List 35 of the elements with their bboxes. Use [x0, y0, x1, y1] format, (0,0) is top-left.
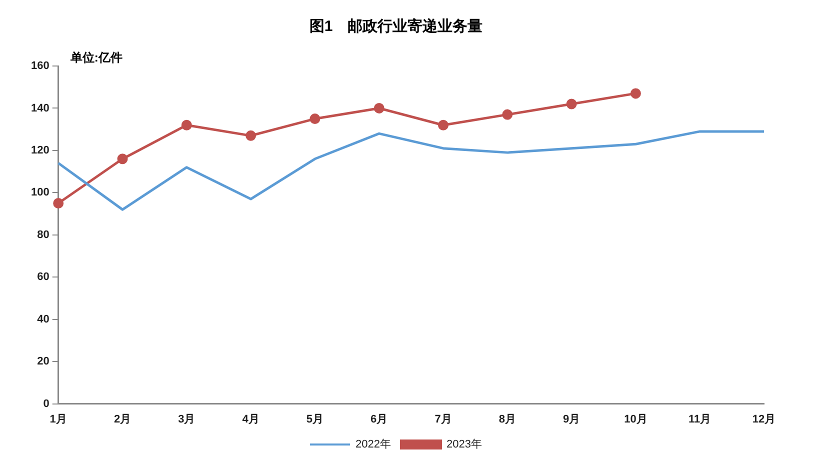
point [630, 88, 641, 99]
legend-label: 2022年 [356, 438, 392, 451]
y-tick-label: 60 [37, 271, 50, 284]
x-tick-label: 4月 [242, 413, 260, 426]
y-axis-title: 单位:亿件 [69, 50, 122, 64]
point [502, 109, 513, 120]
x-tick-label: 2月 [114, 413, 132, 426]
y-tick-label: 120 [30, 144, 50, 156]
x-tick-label: 9月 [562, 413, 580, 426]
point [117, 154, 128, 164]
point [438, 120, 448, 130]
y-tick-label: 160 [30, 60, 50, 72]
y-tick-label: 40 [37, 313, 50, 326]
point [310, 114, 320, 124]
legend-label: 2023年 [446, 438, 482, 451]
y-tick-label: 20 [37, 356, 50, 368]
x-tick-label: 7月 [434, 413, 452, 426]
x-tick-label: 10月 [624, 413, 648, 426]
x-tick-label: 5月 [306, 413, 324, 426]
point [53, 198, 64, 208]
chart-title: 图1 邮政行业寄递业务量 [309, 17, 483, 36]
y-tick-label: 0 [43, 398, 50, 410]
y-tick-label: 100 [30, 186, 50, 199]
y-tick-label: 140 [30, 102, 50, 114]
point [246, 130, 256, 141]
x-tick-label: 11月 [688, 413, 712, 426]
x-tick-label: 6月 [370, 413, 388, 426]
point [566, 98, 577, 110]
x-tick-label: 1月 [50, 413, 67, 426]
point [374, 102, 384, 114]
x-tick-label: 3月 [178, 413, 196, 426]
y-tick-label: 80 [37, 228, 50, 241]
x-tick-label: 8月 [498, 413, 516, 426]
point [181, 120, 192, 130]
x-tick-label: 12月 [752, 413, 776, 426]
